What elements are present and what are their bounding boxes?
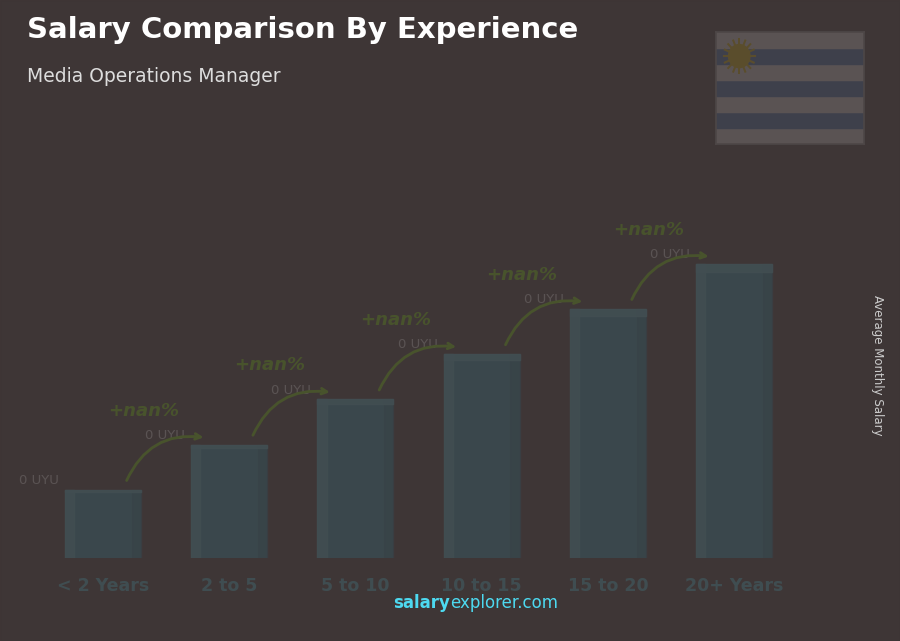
Text: +nan%: +nan% <box>360 311 431 329</box>
Bar <box>318 399 327 558</box>
Text: 0 UYU: 0 UYU <box>398 338 437 351</box>
Bar <box>65 490 140 492</box>
Bar <box>716 48 864 64</box>
Text: salary: salary <box>393 594 450 612</box>
Bar <box>570 309 646 316</box>
Bar <box>65 490 74 558</box>
Bar <box>570 309 646 558</box>
Text: +nan%: +nan% <box>108 402 179 420</box>
Text: explorer.com: explorer.com <box>450 594 558 612</box>
Bar <box>318 399 393 404</box>
Bar <box>697 263 772 272</box>
Bar <box>636 309 646 558</box>
Circle shape <box>729 45 750 68</box>
Text: 20+ Years: 20+ Years <box>685 577 783 595</box>
Text: 0 UYU: 0 UYU <box>650 248 690 261</box>
Text: 15 to 20: 15 to 20 <box>568 577 648 595</box>
Text: 0 UYU: 0 UYU <box>524 293 563 306</box>
Bar <box>384 399 393 558</box>
Text: 0 UYU: 0 UYU <box>19 474 58 487</box>
Bar <box>763 263 772 558</box>
Bar <box>444 354 519 558</box>
Text: 10 to 15: 10 to 15 <box>441 577 522 595</box>
Bar <box>444 354 519 360</box>
Bar <box>191 445 201 558</box>
Text: < 2 Years: < 2 Years <box>57 577 148 595</box>
Bar <box>716 128 864 144</box>
Text: Average Monthly Salary: Average Monthly Salary <box>871 295 884 436</box>
Text: 0 UYU: 0 UYU <box>271 383 311 397</box>
Bar <box>191 445 267 558</box>
Bar <box>318 399 393 558</box>
Text: 5 to 10: 5 to 10 <box>321 577 390 595</box>
Text: +nan%: +nan% <box>613 221 684 238</box>
Bar <box>258 445 267 558</box>
Bar <box>716 64 864 80</box>
Text: +nan%: +nan% <box>234 356 305 374</box>
Text: 0 UYU: 0 UYU <box>145 429 184 442</box>
Text: Salary Comparison By Experience: Salary Comparison By Experience <box>27 16 578 44</box>
Bar <box>444 354 453 558</box>
Text: Media Operations Manager: Media Operations Manager <box>27 67 281 87</box>
Bar <box>716 80 864 96</box>
Text: +nan%: +nan% <box>487 266 558 284</box>
Bar <box>131 490 140 558</box>
Bar <box>716 32 864 48</box>
Text: 2 to 5: 2 to 5 <box>201 577 257 595</box>
Bar <box>570 309 579 558</box>
Bar <box>697 263 772 558</box>
Bar <box>697 263 706 558</box>
Bar <box>191 445 267 448</box>
Bar <box>510 354 519 558</box>
Bar <box>716 112 864 128</box>
Bar <box>716 96 864 112</box>
Bar <box>65 490 140 558</box>
